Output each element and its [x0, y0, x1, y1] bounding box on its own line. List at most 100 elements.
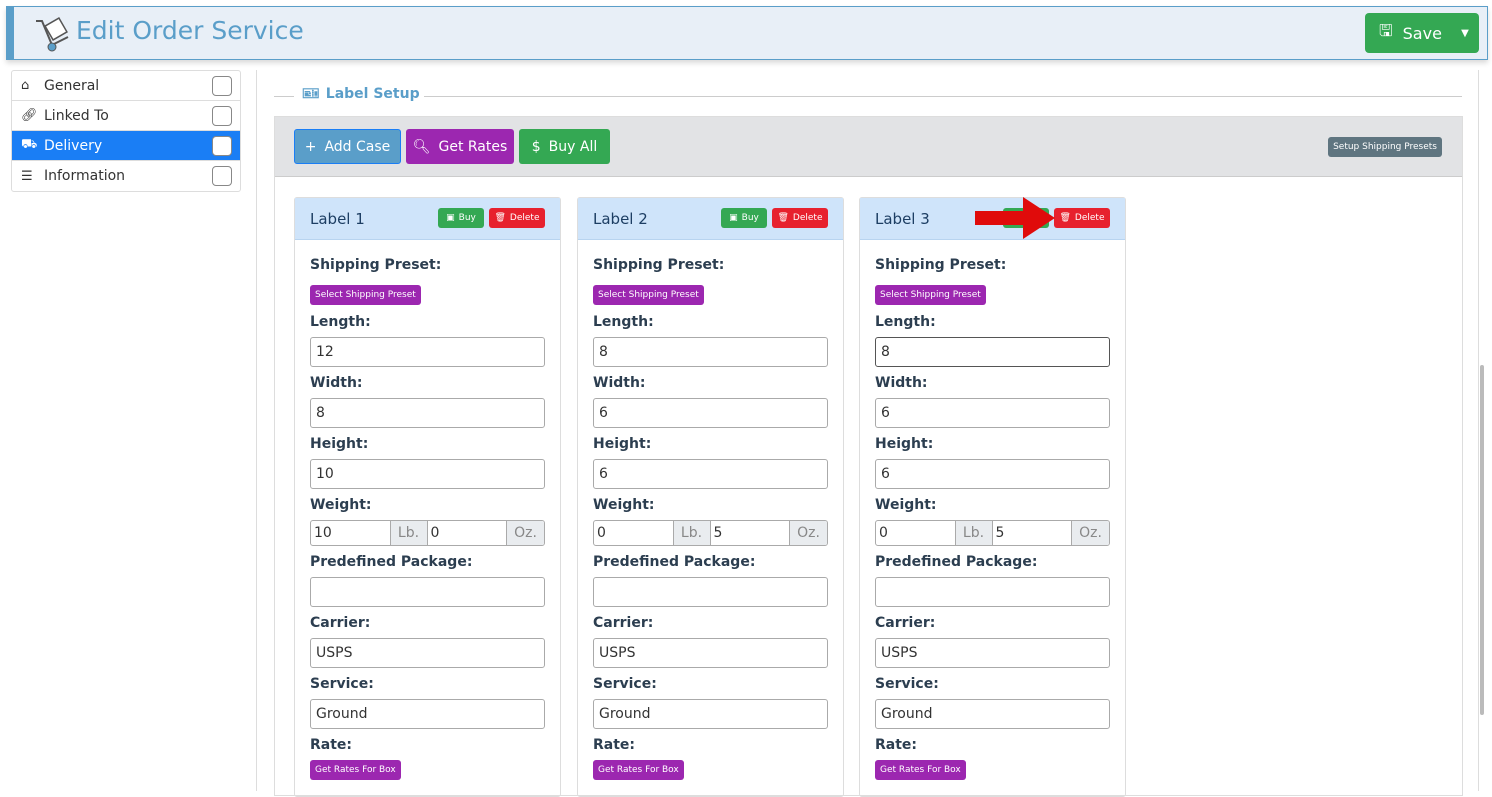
sidebar-item-delivery[interactable]: ⛟ Delivery: [12, 131, 240, 161]
money-bill-icon: ▣: [729, 213, 738, 223]
width-input[interactable]: 6: [593, 398, 828, 428]
width-input[interactable]: 6: [875, 398, 1110, 428]
width-label: Width:: [593, 375, 646, 391]
oz-unit: Oz.: [506, 521, 544, 545]
height-input[interactable]: 6: [875, 459, 1110, 489]
setup-shipping-presets-button[interactable]: Setup Shipping Presets: [1328, 137, 1442, 157]
service-input[interactable]: Ground: [310, 699, 545, 729]
button-label: Buy: [458, 213, 476, 223]
length-input[interactable]: 8: [875, 337, 1110, 367]
service-input[interactable]: Ground: [875, 699, 1110, 729]
sidebar-item-label: Information: [44, 168, 126, 184]
select-shipping-preset-button[interactable]: Select Shipping Preset: [593, 285, 704, 305]
weight-oz-input[interactable]: 5: [713, 525, 723, 541]
sidebar-item-label: Linked To: [44, 107, 109, 124]
divider: [274, 96, 294, 97]
sidebar-item-label: Delivery: [44, 137, 103, 154]
sidebar-checkbox[interactable]: [212, 106, 232, 126]
get-rates-for-box-button[interactable]: Get Rates For Box: [875, 760, 966, 780]
service-label: Service:: [310, 676, 374, 692]
carrier-label: Carrier:: [593, 615, 654, 631]
carrier-input[interactable]: USPS: [875, 638, 1110, 668]
annotation-arrow-icon: [975, 197, 1055, 239]
buy-all-button[interactable]: $ Buy All: [519, 129, 610, 164]
list-ol-icon: ☰: [21, 168, 33, 184]
weight-label: Weight:: [310, 497, 372, 513]
floppy-disk-icon: 🖫: [1379, 20, 1393, 40]
button-label: Delete: [792, 213, 823, 223]
weight-lb-input[interactable]: 0: [879, 525, 888, 541]
buy-button[interactable]: ▣Buy: [438, 208, 484, 228]
weight-oz-input[interactable]: 0: [430, 525, 440, 541]
predefined-input[interactable]: [593, 577, 828, 607]
sidebar-checkbox[interactable]: [212, 136, 232, 156]
save-dropdown-toggle[interactable]: ▼: [1461, 27, 1469, 39]
shipping_preset-label: Shipping Preset:: [310, 257, 442, 273]
weight-input-group: 0 Lb. 5 Oz.: [875, 520, 1110, 546]
label-title: Label 3: [875, 210, 930, 228]
weight-lb-input[interactable]: 10: [314, 525, 332, 541]
delete-button[interactable]: 🗑︎ Delete: [489, 208, 545, 228]
weight-oz-input[interactable]: 5: [995, 525, 1005, 541]
label-card: Label 1 ▣ Buy 🗑︎ Delete Shipping Preset: S…: [294, 197, 561, 797]
width-input[interactable]: 8: [310, 398, 545, 428]
truck-icon: ⛟: [21, 137, 38, 152]
carrier-input[interactable]: USPS: [593, 638, 828, 668]
length-input[interactable]: 8: [593, 337, 828, 367]
select-shipping-preset-button[interactable]: Select Shipping Preset: [310, 285, 421, 305]
carrier-input[interactable]: USPS: [310, 638, 545, 668]
length-input[interactable]: 12: [310, 337, 545, 367]
length-label: Length:: [310, 314, 371, 330]
sidebar-item-information[interactable]: ☰ Information: [12, 161, 240, 191]
label-card: Label 3 ▣Buy 🗑︎Delete Shipping Preset: S…: [859, 197, 1126, 797]
page-header: Edit Order Service 🖫 Save ▼: [6, 6, 1488, 60]
carrier-label: Carrier:: [875, 615, 936, 631]
sidebar-item-linked-to[interactable]: 🔗︎ Linked To: [12, 101, 240, 131]
buy-button[interactable]: ▣Buy: [721, 208, 767, 228]
lb-unit: Lb.: [954, 521, 993, 545]
scrollbar[interactable]: [1480, 365, 1484, 715]
sidebar-checkbox[interactable]: [212, 166, 232, 186]
button-label: Buy All: [548, 138, 598, 155]
oz-unit: Oz.: [789, 521, 827, 545]
width-label: Width:: [875, 375, 928, 391]
predefined-label: Predefined Package:: [593, 554, 756, 570]
weight-label: Weight:: [875, 497, 937, 513]
money-bill-icon: ▣: [446, 213, 455, 223]
toolbar: + Add Case 🔍︎ Get Rates $ Buy All Setup Shi…: [275, 117, 1462, 177]
save-label: Save: [1402, 23, 1442, 43]
delete-button[interactable]: 🗑︎ Delete: [1054, 208, 1110, 228]
service-input[interactable]: Ground: [593, 699, 828, 729]
weight-lb-input[interactable]: 0: [597, 525, 606, 541]
get-rates-button[interactable]: 🔍︎ Get Rates: [406, 129, 514, 164]
height-input[interactable]: 6: [593, 459, 828, 489]
save-button-group[interactable]: 🖫 Save ▼: [1365, 13, 1479, 53]
height-input[interactable]: 10: [310, 459, 545, 489]
label-card: Label 2 ▣ Buy 🗑︎ Delete Shipping Preset: S…: [577, 197, 844, 797]
sidebar-item-label: General: [44, 77, 100, 94]
divider: [414, 96, 1462, 97]
service-label: Service:: [593, 676, 657, 692]
delete-button[interactable]: 🗑︎ Delete: [772, 208, 828, 228]
rate-label: Rate:: [310, 737, 353, 753]
ticket-icon: 🎫︎: [302, 86, 320, 102]
dollar-icon: $: [531, 138, 541, 155]
select-shipping-preset-button[interactable]: Select Shipping Preset: [875, 285, 986, 305]
button-label: Buy: [741, 213, 759, 223]
save-button[interactable]: 🖫 Save: [1365, 20, 1451, 47]
shipping_preset-label: Shipping Preset:: [593, 257, 725, 273]
label-card-header: Label 1 ▣ Buy 🗑︎ Delete: [295, 198, 560, 240]
length-label: Length:: [593, 314, 654, 330]
get-rates-for-box-button[interactable]: Get Rates For Box: [310, 760, 401, 780]
sidebar-item-general[interactable]: ⌂ General: [12, 71, 240, 101]
home-icon: ⌂: [21, 78, 30, 93]
add-case-button[interactable]: + Add Case: [294, 129, 401, 164]
shipping_preset-label: Shipping Preset:: [875, 257, 1007, 273]
get-rates-for-box-button[interactable]: Get Rates For Box: [593, 760, 684, 780]
weight-input-group: 10 Lb. 0 Oz.: [310, 520, 545, 546]
label-setup-panel: + Add Case 🔍︎ Get Rates $ Buy All Setup Shi…: [274, 116, 1463, 796]
sidebar-checkbox[interactable]: [212, 76, 232, 96]
predefined-input[interactable]: [310, 577, 545, 607]
lb-unit: Lb.: [672, 521, 711, 545]
predefined-input[interactable]: [875, 577, 1110, 607]
